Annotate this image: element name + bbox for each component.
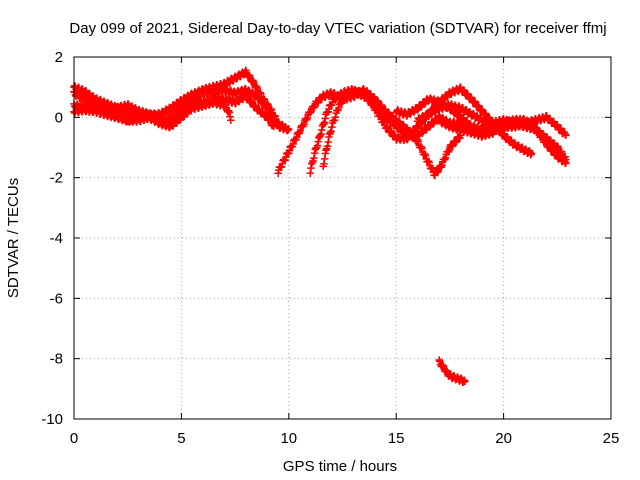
y-tick-label: -4 — [50, 230, 63, 247]
y-tick-label: -6 — [50, 290, 63, 307]
data-marks — [70, 66, 570, 386]
x-tick-label: 5 — [177, 430, 185, 447]
x-tick-label: 15 — [388, 430, 405, 447]
x-tick-label: 0 — [70, 430, 78, 447]
y-tick-label: -10 — [41, 411, 63, 428]
y-tick-label: 2 — [55, 49, 63, 66]
chart-title: Day 099 of 2021, Sidereal Day-to-day VTE… — [69, 20, 606, 37]
y-tick-label: 0 — [55, 109, 63, 126]
y-tick-label: -8 — [50, 351, 63, 368]
series-track-k — [435, 356, 469, 386]
tick-labels: 0 5 10 15 20 25 -10 -8 -6 -4 -2 0 2 — [41, 49, 619, 447]
series-markers — [435, 114, 570, 168]
series-track-j — [435, 114, 570, 168]
y-tick-label: -2 — [50, 170, 63, 187]
x-tick-label: 25 — [603, 430, 620, 447]
x-tick-label: 10 — [280, 430, 297, 447]
x-axis-label: GPS time / hours — [283, 458, 397, 475]
series-markers — [435, 356, 469, 386]
tick-marks — [73, 56, 612, 420]
x-tick-label: 20 — [495, 430, 512, 447]
y-axis-label: SDTVAR / TECUs — [5, 178, 22, 298]
